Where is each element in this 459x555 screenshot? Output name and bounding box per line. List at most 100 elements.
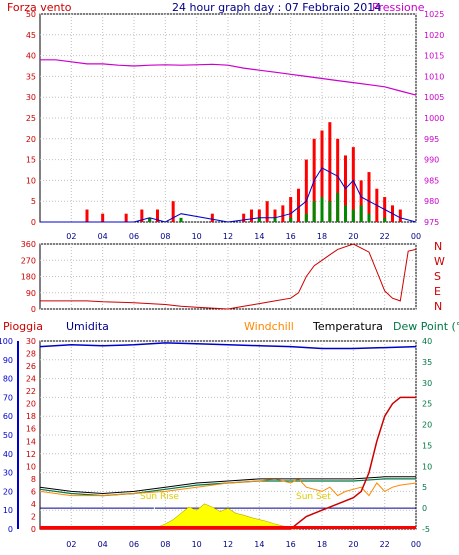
time-tick-label: 04 [98, 232, 108, 241]
compass-label: S [434, 270, 441, 283]
legend-windchill: Windchill [244, 320, 294, 333]
wind-gust-bar [148, 217, 152, 222]
wind-gust-bar [344, 205, 347, 222]
rain-tick-label: 20 [26, 400, 36, 409]
wind-speed-tick-label: 30 [26, 93, 36, 102]
annotation-sun-rise: Sun Rise [140, 492, 179, 502]
temperature-tick-label: 25 [422, 400, 432, 409]
temperature-axis: -5 0 5 10 15 20 25 30 35 40 [422, 337, 432, 534]
temperature-tick-label: 0 [422, 504, 427, 513]
wind-speed-bar [140, 209, 144, 222]
rain-tick-label: 22 [26, 387, 36, 396]
wind-speed-bar [250, 209, 253, 222]
time-tick-label: 16 [286, 232, 296, 241]
rain-humidity-temperature-series [39, 342, 417, 530]
pressure-tick-label: 1005 [424, 93, 444, 102]
time-tick-label: 06 [129, 232, 139, 241]
humidity-tick-label: 50 [3, 431, 13, 440]
wind-gust-bar [359, 205, 363, 222]
legend-umidita: Umidita [66, 320, 109, 333]
humidity-tick-label: 10 [3, 506, 13, 515]
time-tick-label: 18 [317, 232, 327, 241]
direction-tick-label: 0 [31, 305, 36, 314]
rain-time-tick-label: 16 [286, 540, 296, 549]
wind-speed-bar [398, 209, 402, 222]
rain-tick-label: 24 [26, 375, 36, 384]
wind-pressure-plot [39, 13, 417, 223]
humidity-tick-label: 60 [3, 412, 13, 421]
wind-gust-bar [328, 201, 332, 222]
wind-speed-bar [336, 138, 340, 222]
rain-tick-label: 10 [26, 462, 36, 471]
compass-label: N [434, 240, 442, 253]
temperature-tick-label: 35 [422, 358, 432, 367]
wind-speed-bar [367, 172, 371, 222]
wind-speed-bar [281, 205, 285, 222]
direction-tick-label: 360 [21, 240, 36, 249]
rain-time-tick-label: 06 [129, 540, 139, 549]
rain-time-tick-label: 04 [98, 540, 108, 549]
wind-direction-degree-axis: 0 90 180 270 360 [21, 240, 36, 314]
wind-gust-bar [383, 217, 387, 222]
wind-speed-bar [156, 209, 159, 222]
wind-speed-tick-label: 20 [26, 135, 36, 144]
rain-time-tick-label: 00 [411, 540, 421, 549]
time-tick-label: 10 [192, 232, 202, 241]
wind-speed-bar [320, 130, 324, 222]
temperature-tick-label: 15 [422, 441, 432, 450]
rain-time-axis: 02 04 06 08 10 12 14 16 18 20 22 00 [66, 540, 421, 549]
wind-gust-bar [179, 217, 183, 222]
humidity-tick-label: 30 [3, 469, 13, 478]
wind-gust-bar [320, 197, 324, 222]
wind-speed-tick-label: 10 [26, 176, 36, 185]
wind-speed-bar [304, 159, 308, 222]
pressure-tick-label: 985 [424, 176, 439, 185]
wind-speed-tick-label: 45 [26, 31, 36, 40]
wind-gust-bar [336, 192, 340, 222]
legend-dew-point: Dew Point (°C [393, 320, 459, 333]
wind-gust-bar [304, 213, 308, 222]
time-tick-label: 00 [411, 232, 421, 241]
pressure-tick-label: 1020 [424, 31, 444, 40]
wind-pressure-series [40, 59, 417, 223]
rain-baseline-strip [40, 526, 416, 529]
wind-gust-bar [351, 209, 355, 222]
wind-speed-bar [351, 147, 355, 222]
pressure-tick-label: 1010 [424, 72, 444, 81]
wind-speed-bar [242, 213, 246, 222]
wind-direction-line [40, 243, 417, 310]
rain-cumulative-line [40, 396, 416, 530]
humidity-axis: 0 10 20 30 40 50 60 70 80 90 100 [0, 337, 19, 534]
rain-time-tick-label: 08 [160, 540, 170, 549]
wind-speed-tick-label: 50 [26, 10, 36, 19]
rain-tick-label: 0 [31, 525, 36, 534]
wind-speed-bar [257, 209, 261, 222]
rain-tick-label: 8 [31, 475, 36, 484]
humidity-tick-label: 40 [3, 450, 13, 459]
rain-time-tick-label: 12 [223, 540, 233, 549]
pressure-tick-label: 975 [424, 218, 439, 227]
pressure-line [40, 59, 417, 96]
rain-time-tick-label: 18 [317, 540, 327, 549]
rain-tick-label: 30 [26, 337, 36, 346]
humidity-tick-label: 20 [3, 487, 13, 496]
wind-speed-bar [101, 213, 105, 222]
compass-label: W [434, 255, 445, 268]
chart-title: 24 hour graph day : 07 Febbraio 2014 [172, 1, 381, 14]
wind-speed-axis: 0 5 10 15 20 25 30 35 40 45 50 [26, 10, 36, 227]
wind-direction-series [40, 243, 417, 310]
rain-time-tick-label: 22 [380, 540, 390, 549]
temperature-line [39, 476, 416, 495]
wind-gust-bar [257, 217, 261, 222]
pressure-axis: 975 980 985 990 995 1000 1005 1010 1015 1020 1025 [424, 10, 444, 227]
wind-speed-bar [297, 188, 300, 222]
compass-label: E [434, 285, 441, 298]
humidity-tick-label: 0 [8, 525, 13, 534]
wind-speed-bar [265, 201, 269, 222]
temperature-tick-label: 5 [422, 483, 427, 492]
rain-tick-label: 26 [26, 362, 36, 371]
time-tick-label: 20 [348, 232, 358, 241]
pressure-tick-label: 980 [424, 197, 439, 206]
